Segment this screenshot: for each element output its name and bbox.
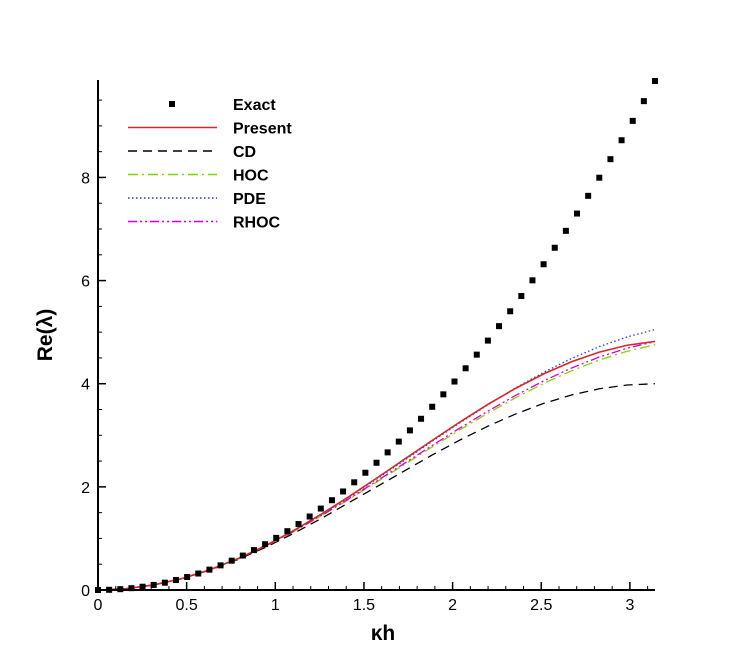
- data-point-exact: [295, 521, 302, 528]
- x-axis-title: κh: [371, 622, 396, 645]
- y-tick-label: 2: [81, 480, 90, 497]
- data-point-exact: [217, 562, 224, 569]
- x-tick-label: 2.5: [530, 597, 552, 614]
- legend-item-hoc: HOC: [128, 168, 269, 185]
- data-point-exact: [139, 583, 146, 590]
- series-line-cd: [97, 383, 656, 591]
- x-tick-label: 1: [271, 597, 280, 614]
- data-point-exact: [574, 210, 581, 217]
- data-point-exact: [596, 174, 603, 181]
- data-point-exact: [273, 534, 280, 541]
- x-tick-label: 2: [448, 597, 457, 614]
- data-point-exact: [484, 337, 491, 344]
- legend-item-pde: PDE: [128, 191, 266, 208]
- legend-label: RHOC: [233, 215, 281, 232]
- legend-label: Present: [233, 121, 292, 138]
- data-point-exact: [395, 438, 402, 445]
- legend-item-exact: Exact: [169, 97, 276, 114]
- data-point-exact: [496, 323, 503, 330]
- legend-item-present: Present: [128, 121, 292, 138]
- data-point-exact: [250, 547, 257, 554]
- data-point-exact: [195, 570, 202, 577]
- data-point-exact: [429, 403, 436, 410]
- data-point-exact: [629, 117, 636, 124]
- series-line-hoc: [97, 344, 656, 591]
- axes: 0 0.5 1 1.5 2 2.5 3 0 2 4 6 8: [81, 80, 655, 614]
- legend-item-rhoc: RHOC: [128, 215, 281, 232]
- data-point-exact: [328, 497, 335, 504]
- data-point-exact: [284, 528, 291, 535]
- legend-label: PDE: [233, 191, 266, 208]
- legend-label: Exact: [233, 97, 276, 114]
- data-point-exact: [206, 566, 213, 573]
- data-point-exact: [585, 192, 592, 199]
- legend-marker: [169, 101, 175, 107]
- data-point-exact: [384, 449, 391, 456]
- data-point-exact: [418, 415, 425, 422]
- data-point-exact: [161, 579, 168, 586]
- y-tick-label: 0: [81, 583, 90, 600]
- y-tick-label: 8: [81, 170, 90, 187]
- data-point-exact: [440, 391, 447, 398]
- x-tick-label: 0: [94, 597, 103, 614]
- data-point-exact: [373, 459, 380, 466]
- data-point-exact: [228, 557, 235, 564]
- data-point-exact: [462, 365, 469, 372]
- data-point-exact: [451, 378, 458, 385]
- legend-label: CD: [233, 144, 256, 161]
- x-tick-label: 0.5: [176, 597, 198, 614]
- x-tick-label: 3: [625, 597, 634, 614]
- data-point-exact: [128, 585, 135, 592]
- data-point-exact: [317, 505, 324, 512]
- series-line-present: [97, 340, 656, 591]
- legend-label: HOC: [233, 168, 269, 185]
- data-point-exact: [306, 513, 313, 520]
- legend-item-cd: CD: [128, 144, 256, 161]
- data-point-exact: [652, 78, 659, 85]
- data-point-exact: [473, 351, 480, 358]
- data-point-exact: [618, 137, 625, 144]
- data-point-exact: [607, 156, 614, 163]
- data-point-exact: [150, 581, 157, 588]
- x-tick-label: 1.5: [353, 597, 375, 614]
- y-tick-label: 6: [81, 274, 90, 291]
- data-point-exact: [262, 541, 269, 548]
- y-axis-title: Re(λ): [34, 309, 57, 362]
- series-line-rhoc: [97, 340, 656, 591]
- data-point-exact: [540, 261, 547, 268]
- legend: Exact Present CD HOC PDE RHOC: [128, 97, 292, 232]
- data-point-exact: [340, 488, 347, 495]
- data-point-exact: [507, 308, 514, 315]
- series-exact: [95, 78, 659, 593]
- data-point-exact: [640, 98, 647, 105]
- y-tick-label: 4: [81, 377, 90, 394]
- data-point-exact: [362, 469, 369, 476]
- data-point-exact: [518, 293, 525, 300]
- data-point-exact: [551, 244, 558, 251]
- data-point-exact: [184, 573, 191, 580]
- plot-area: [95, 78, 659, 593]
- data-point-exact: [529, 277, 536, 284]
- data-point-exact: [351, 479, 358, 486]
- data-point-exact: [239, 552, 246, 559]
- data-point-exact: [406, 427, 413, 434]
- data-point-exact: [172, 577, 179, 584]
- data-point-exact: [562, 227, 569, 234]
